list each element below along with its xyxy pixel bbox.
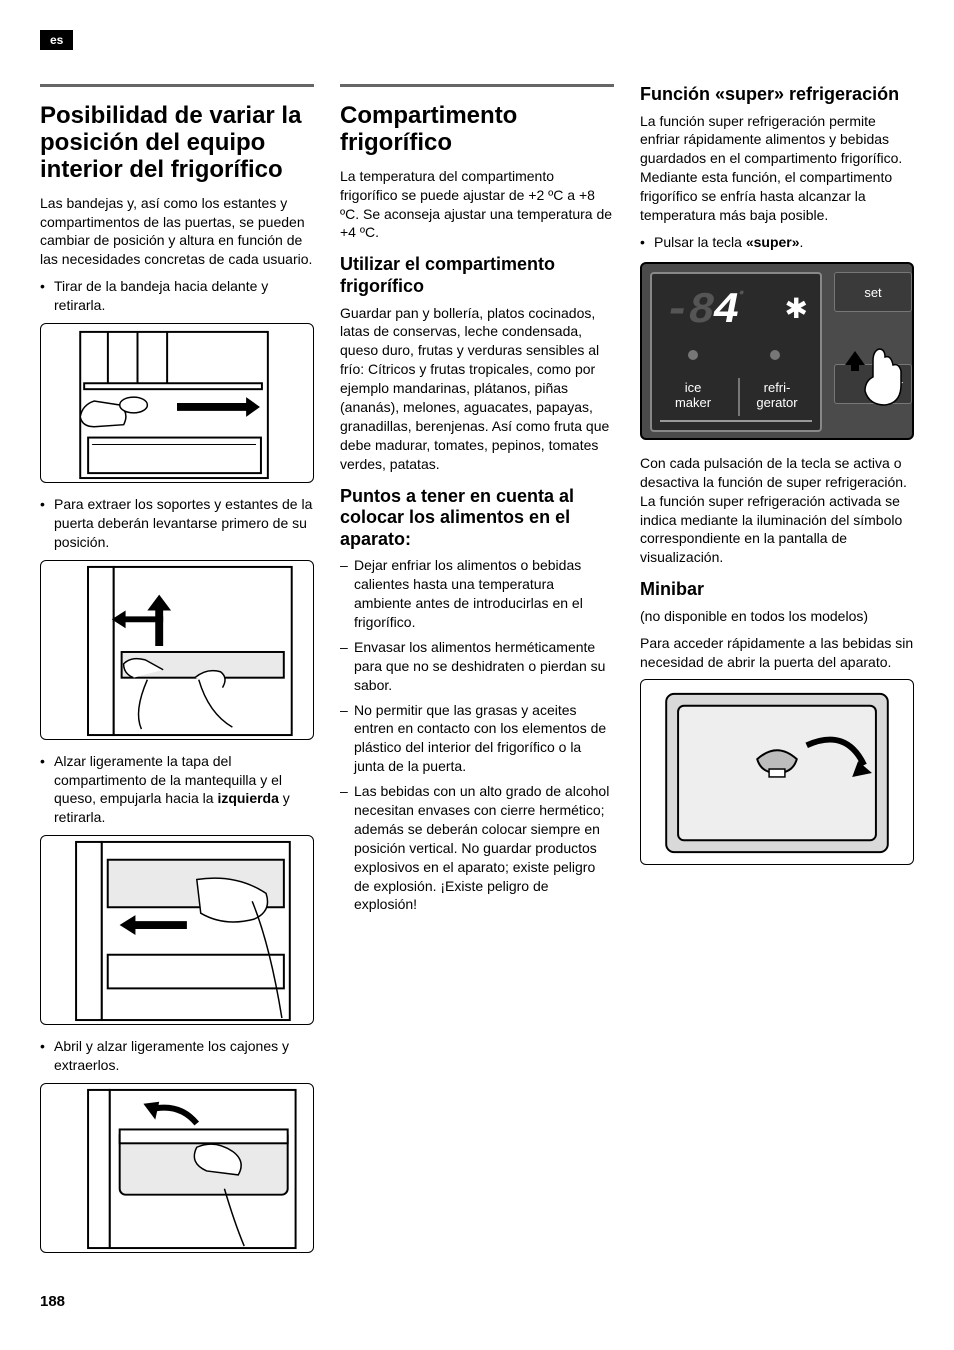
panel-underline	[660, 420, 812, 422]
panel-label-ice-maker: ice maker	[668, 380, 718, 411]
panel-buttons: set per	[834, 272, 912, 432]
col3-sub-b: Minibar	[640, 579, 914, 601]
col1-bullet-3: Alzar ligeramente la tapa del compartime…	[40, 752, 314, 828]
panel-display-area: -84• ✱ ice maker refri- gerator	[650, 272, 822, 432]
display-dim: -8	[664, 286, 713, 336]
set-button[interactable]: set	[834, 272, 912, 312]
illustration-tray-pull	[40, 323, 314, 483]
illustration-minibar	[640, 679, 914, 865]
control-panel-illustration: -84• ✱ ice maker refri- gerator set per	[640, 262, 914, 440]
col2-dash-4: Las bebidas con un alto grado de alcohol…	[340, 782, 614, 914]
section-divider	[40, 84, 314, 87]
language-tag: es	[40, 30, 73, 50]
indicator-dot	[770, 350, 780, 360]
col2-dash-2: Envasar los alimentos herméticamente par…	[340, 638, 614, 695]
col2-dash-3: No permitir que las grasas y aceites ent…	[340, 701, 614, 777]
col3-sub-a: Función «super» refrigeración	[640, 84, 914, 106]
col2-sub-b: Puntos a tener en cuenta al colocar los …	[340, 486, 614, 551]
col3-bullet-1: Pulsar la tecla «super».	[640, 233, 914, 252]
snowflake-icon: ✱	[785, 292, 808, 325]
col1-bullet-1: Tirar de la bandeja hacia delante y reti…	[40, 277, 314, 315]
col3-p1: La función super refrigeración permite e…	[640, 112, 914, 225]
panel-label-refrigerator: refri- gerator	[746, 380, 808, 411]
col3-p4: Para acceder rápidamente a las bebidas s…	[640, 634, 914, 672]
illustration-door-shelf	[40, 560, 314, 740]
text: .	[800, 234, 804, 250]
illustration-butter-lid	[40, 835, 314, 1025]
col2-p1: La temperatura del compartimento frigorí…	[340, 167, 614, 243]
text-bold: izquierda	[217, 790, 278, 806]
col3-p2: Con cada pulsación de la tecla se activa…	[640, 454, 914, 567]
col1-heading: Posibilidad de variar la posición del eq…	[40, 103, 314, 184]
col1-bullet-2: Para extraer los soportes y estantes de …	[40, 495, 314, 552]
up-arrow-icon	[845, 351, 865, 371]
col1-intro: Las bandejas y, así como los estantes y …	[40, 194, 314, 270]
panel-separator	[738, 378, 740, 416]
indicator-dot	[688, 350, 698, 360]
col2-heading: Compartimento frigorífico	[340, 103, 614, 157]
temperature-display: -84•	[664, 286, 744, 336]
col1-bullet-4: Abril y alzar ligeramente los cajones y …	[40, 1037, 314, 1075]
text: Pulsar la tecla	[654, 234, 746, 250]
col3-p3: (no disponible en todos los modelos)	[640, 607, 914, 626]
section-divider	[340, 84, 614, 87]
col2-p2: Guardar pan y bollería, platos cocinados…	[340, 304, 614, 474]
column-3: Función «super» refrigeración La función…	[640, 84, 914, 1265]
column-1: Posibilidad de variar la posición del eq…	[40, 84, 314, 1265]
column-layout: Posibilidad de variar la posición del eq…	[40, 84, 914, 1265]
column-2: Compartimento frigorífico La temperatura…	[340, 84, 614, 1265]
display-value: 4	[713, 286, 737, 336]
illustration-drawer	[40, 1083, 314, 1253]
page-number: 188	[40, 1293, 914, 1310]
col2-sub-a: Utilizar el compartimento frigorífico	[340, 254, 614, 297]
text-bold: «super»	[746, 234, 800, 250]
super-button[interactable]: per	[834, 364, 912, 404]
pointing-hand-icon	[859, 343, 905, 407]
col2-dash-1: Dejar enfriar los alimentos o bebidas ca…	[340, 556, 614, 632]
